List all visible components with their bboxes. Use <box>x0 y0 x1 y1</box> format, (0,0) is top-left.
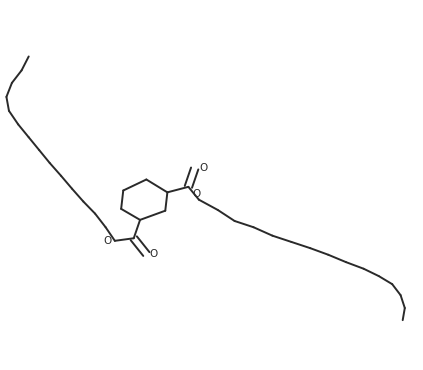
Text: O: O <box>192 189 201 199</box>
Text: O: O <box>199 164 207 174</box>
Text: O: O <box>150 249 158 259</box>
Text: O: O <box>103 236 111 246</box>
